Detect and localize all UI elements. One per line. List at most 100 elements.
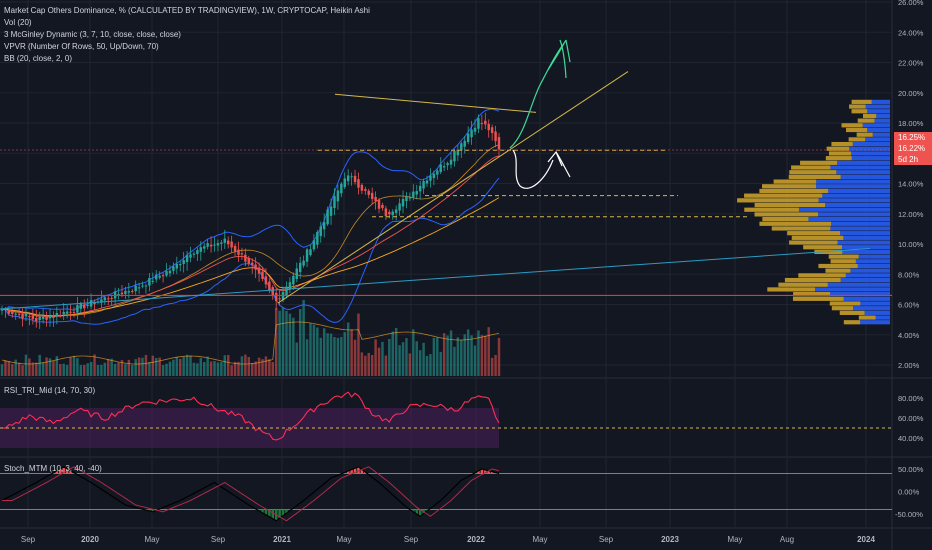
x-tick-label: May	[727, 535, 742, 544]
candle-body	[69, 311, 72, 313]
candle-body	[161, 275, 165, 277]
stoch-signal	[2, 466, 500, 522]
stoch-pane	[0, 466, 892, 522]
vp-row-up	[843, 235, 890, 240]
candle-body	[429, 175, 432, 181]
candle-body	[182, 260, 185, 264]
volume-bar	[41, 362, 45, 376]
stoch-ob-fill	[350, 469, 353, 474]
volume-bar	[182, 356, 185, 376]
y-tick-label: 22.00%	[898, 59, 924, 68]
vp-row-down	[788, 174, 841, 179]
candle-body	[316, 232, 319, 245]
indicator-mcginley[interactable]: 3 McGinley Dynamic (3, 7, 10, close, clo…	[4, 30, 181, 39]
candle-body	[216, 243, 220, 246]
volume-bar	[418, 350, 422, 376]
stoch-label[interactable]: Stoch_MTM (10, 3, 40, -40)	[4, 464, 102, 473]
candle-body	[264, 276, 268, 285]
candle-body	[432, 173, 436, 179]
indicator-vpvr[interactable]: VPVR (Number Of Rows, 50, Up/Down, 70)	[4, 42, 159, 51]
candle-body	[309, 249, 312, 256]
vp-row-up	[862, 123, 890, 128]
candle-body	[453, 150, 456, 162]
volume-bar	[137, 357, 141, 376]
volume-bar	[494, 354, 497, 376]
candle-body	[168, 270, 172, 274]
volume-bar	[329, 333, 333, 376]
volume-bar	[158, 357, 161, 376]
vp-row-up	[822, 193, 890, 198]
volume-profile	[737, 99, 890, 325]
mcginley-line	[1, 155, 500, 318]
volume-bar	[203, 362, 206, 376]
volume-bar	[377, 347, 381, 376]
vp-row-down	[754, 202, 826, 208]
bb-basis	[1, 144, 500, 317]
candle-body	[292, 275, 295, 285]
candle-body	[213, 244, 216, 246]
candle-body	[240, 253, 244, 255]
candle-body	[405, 196, 408, 202]
volume-bar	[463, 334, 466, 376]
x-tick-label: 2020	[81, 535, 99, 544]
volume-bar	[110, 358, 113, 376]
candle-body	[100, 299, 103, 303]
candle-body	[124, 290, 127, 295]
volume-bar	[473, 345, 477, 376]
rsi-label[interactable]: RSI_TRI_Mid (14, 70, 30)	[4, 386, 96, 395]
vp-row-up	[842, 249, 890, 255]
candle-body	[230, 241, 233, 248]
candle-body	[343, 178, 346, 188]
candle-body	[333, 196, 336, 208]
volume-bar	[65, 365, 69, 376]
vp-row-up	[872, 132, 890, 137]
vp-row-down	[839, 310, 865, 315]
countdown-badge: 5d 2h	[894, 154, 932, 165]
candle-body	[79, 303, 83, 309]
volume-bar	[155, 358, 158, 376]
indicator-vol[interactable]: Vol (20)	[4, 18, 32, 27]
vp-row-down	[792, 296, 844, 301]
candle-body	[394, 209, 398, 213]
y-tick-label: 8.00%	[898, 270, 920, 279]
volume-bar	[93, 354, 96, 376]
vp-row-up	[837, 240, 890, 245]
volume-bar	[45, 357, 48, 376]
volume-bar	[69, 357, 72, 376]
stoch-os-fill	[271, 509, 275, 519]
candle-body	[295, 268, 298, 279]
candle-body	[285, 286, 288, 296]
volume-bar	[189, 355, 192, 376]
y-tick-label: 20.00%	[898, 89, 924, 98]
vp-row-down	[858, 315, 876, 320]
volume-bar	[436, 337, 439, 376]
volume-bar	[250, 362, 254, 376]
x-tick-label: Sep	[599, 535, 614, 544]
candle-body	[312, 240, 316, 250]
candle-body	[415, 191, 418, 195]
chart-title[interactable]: Market Cap Others Dominance, % (CALCULAT…	[4, 6, 370, 15]
vp-row-down	[798, 273, 846, 278]
volume-bar	[429, 354, 432, 376]
candle-body	[477, 118, 480, 129]
candle-body	[353, 175, 357, 183]
vp-row-down	[744, 207, 799, 212]
vp-row-up	[858, 254, 890, 259]
volume-bar	[103, 362, 107, 376]
vp-row-up	[830, 292, 890, 297]
candle-body	[329, 206, 333, 216]
stoch-os-fill	[281, 509, 285, 516]
candle-body	[254, 264, 257, 270]
volume-bar	[446, 335, 449, 376]
candle-body	[398, 203, 401, 211]
prev-price-badge: 16.22%	[894, 143, 932, 154]
vp-row-up	[830, 226, 890, 231]
candle-body	[52, 316, 55, 318]
vp-row-up	[840, 277, 890, 283]
vp-row-down	[849, 104, 866, 109]
candle-body	[497, 137, 501, 150]
vp-row-up	[831, 221, 890, 226]
rsi-tick-label: 60.00%	[898, 414, 924, 423]
indicator-bb[interactable]: BB (20, close, 2, 0)	[4, 54, 73, 63]
